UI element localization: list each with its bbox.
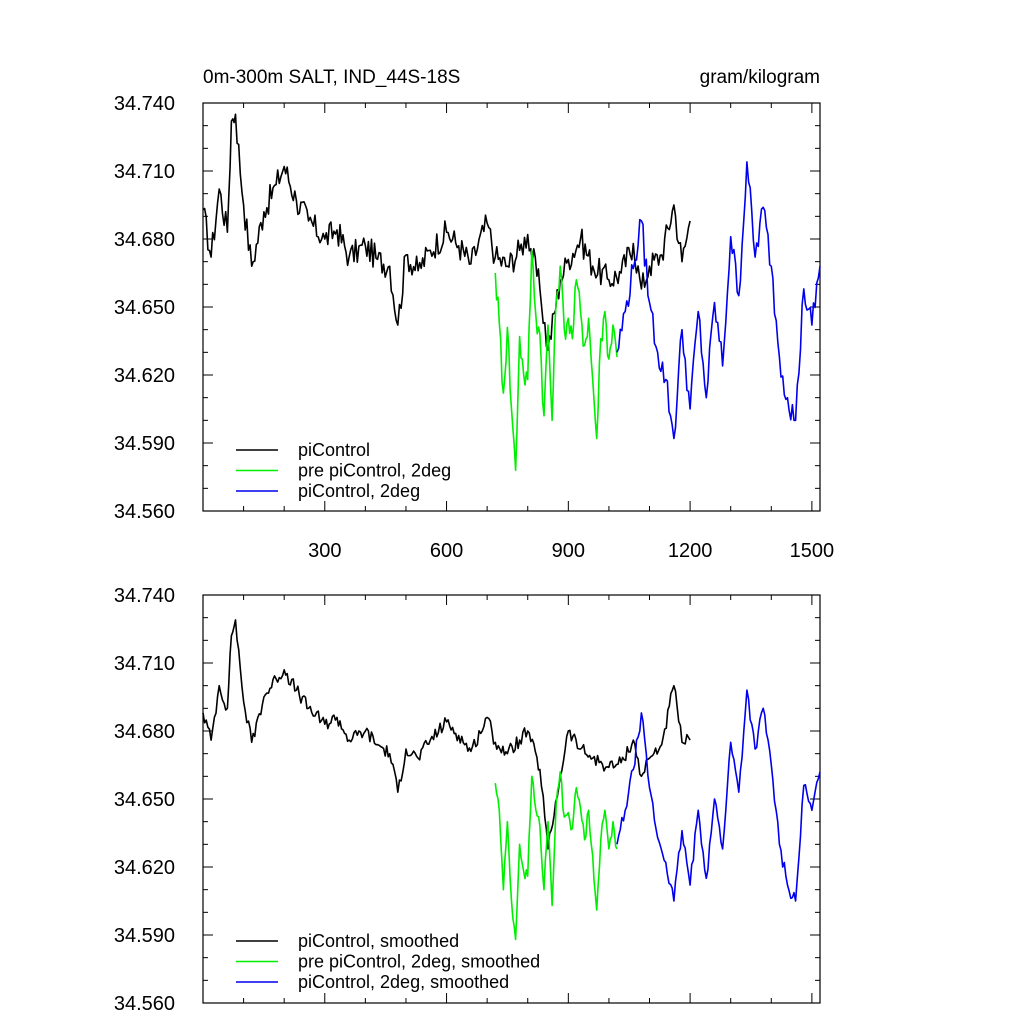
units-label: gram/kilogram (700, 67, 820, 88)
legend-label: pre piControl, 2deg, smoothed (298, 952, 540, 972)
series-line-picontrol-2deg-smoothed (616, 689, 821, 902)
y-tick-label: 34.710 (114, 653, 175, 675)
y-tick-label: 34.650 (114, 789, 175, 811)
legend-label: piControl, 2deg, smoothed (298, 972, 509, 992)
legend-label: piControl (298, 440, 370, 460)
y-tick-label: 34.740 (114, 585, 175, 607)
y-tick-label: 34.740 (114, 93, 175, 115)
legend-label: piControl, smoothed (298, 931, 459, 951)
series-line-picontrol (202, 113, 691, 351)
x-tick-label: 1200 (668, 540, 713, 562)
chart-panel-top: 34.740 34.710 34.680 34.650 34.620 34.590 34.5… (114, 67, 834, 562)
y-tick-label: 34.650 (114, 297, 175, 319)
chart-title: 0m-300m SALT, IND_44S-18S (203, 67, 460, 88)
plot-frame (202, 102, 821, 512)
x-tick-label: 600 (430, 540, 463, 562)
legend-label: piControl, 2deg (298, 481, 420, 501)
y-tick-label: 34.560 (114, 501, 175, 523)
y-tick-label: 34.680 (114, 721, 175, 743)
y-tick-label: 34.620 (114, 365, 175, 387)
series-line-pre-picontrol-2deg-smoothed (494, 770, 618, 941)
x-tick-label: 1500 (790, 540, 835, 562)
series-line-pre-picontrol-2deg (494, 249, 618, 472)
legend-label: pre piControl, 2deg (298, 461, 451, 481)
series-line-picontrol-smoothed (202, 619, 691, 850)
y-tick-label: 34.590 (114, 433, 175, 455)
y-tick-label: 34.620 (114, 857, 175, 879)
y-tick-label: 34.680 (114, 229, 175, 251)
y-tick-label: 34.590 (114, 925, 175, 947)
y-tick-label: 34.710 (114, 161, 175, 183)
y-tick-label: 34.560 (114, 993, 175, 1015)
plot-frame (202, 594, 821, 1004)
x-tick-label: 300 (308, 540, 341, 562)
series-line-picontrol-2deg (616, 161, 821, 440)
x-tick-label: 900 (552, 540, 585, 562)
chart-panel-bottom: 34.740 34.710 34.680 34.650 34.620 34.590 34.5… (114, 585, 821, 1015)
